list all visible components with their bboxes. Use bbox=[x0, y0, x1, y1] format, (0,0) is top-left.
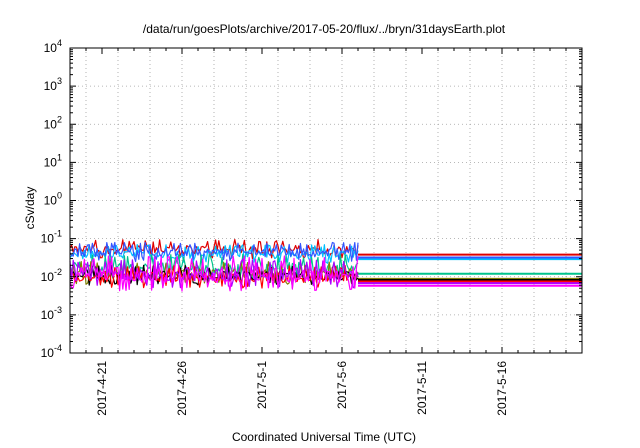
y-tick-label: 102 bbox=[44, 114, 62, 131]
y-tick-label: 101 bbox=[44, 152, 62, 169]
x-tick-label: 2017-5-6 bbox=[335, 361, 349, 409]
y-tick-label: 100 bbox=[44, 191, 62, 208]
y-tick-label: 103 bbox=[44, 76, 62, 93]
y-tick-label: 104 bbox=[44, 38, 62, 55]
grid bbox=[70, 48, 582, 353]
x-tick-label: 2017-4-21 bbox=[95, 361, 109, 416]
y-axis-label: cSv/day bbox=[23, 187, 37, 230]
y-tick-label: 10-4 bbox=[41, 343, 62, 360]
y-tick-label: 10-2 bbox=[41, 267, 62, 284]
x-tick-label: 2017-5-1 bbox=[255, 361, 269, 409]
x-tick-label: 2017-5-16 bbox=[495, 361, 509, 416]
series-line bbox=[69, 255, 359, 292]
x-tick-label: 2017-4-26 bbox=[175, 361, 189, 416]
y-tick-label: 10-3 bbox=[41, 305, 62, 322]
axis-ticks: 10-4 10-3 10-2 10-1 100 101 102 103 104 2017-4-21… bbox=[41, 38, 582, 416]
x-tick-label: 2017-5-11 bbox=[415, 361, 429, 415]
chart-title: /data/run/goesPlots/archive/2017-05-20/f… bbox=[143, 22, 506, 36]
series-lines bbox=[69, 238, 582, 292]
series-line bbox=[69, 241, 359, 263]
y-tick-label: 10-1 bbox=[41, 229, 62, 246]
x-axis-label: Coordinated Universal Time (UTC) bbox=[232, 430, 416, 444]
